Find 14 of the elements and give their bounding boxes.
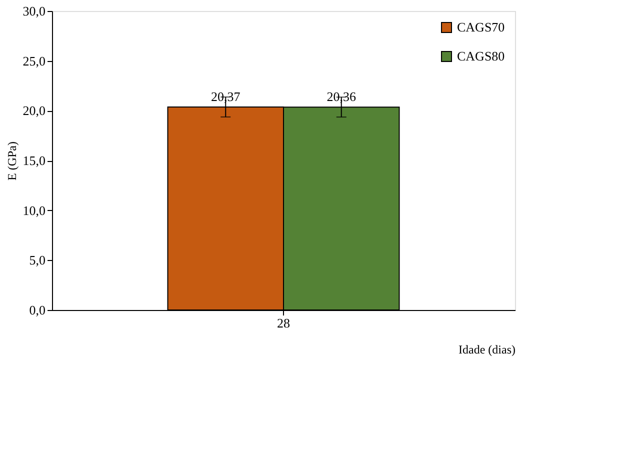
y-axis-title: E (GPa) (4, 142, 19, 180)
x-axis-title: Idade (dias) (458, 342, 516, 356)
y-tick-label: 15,0 (22, 153, 46, 168)
y-tick-label: 30,0 (22, 4, 46, 18)
data-label: 20,36 (326, 89, 356, 104)
legend-label: CAGS70 (457, 20, 505, 34)
y-tick-label: 10,0 (22, 202, 46, 218)
y-tick-label: 20,0 (22, 103, 46, 118)
x-tick-label: 28 (277, 316, 290, 330)
y-tick-label: 0,0 (29, 302, 46, 318)
y-tick-label: 25,0 (22, 53, 46, 68)
y-tick-label: 5,0 (29, 252, 46, 268)
data-label: 20,37 (211, 88, 241, 104)
legend-label: CAGS80 (457, 48, 505, 64)
